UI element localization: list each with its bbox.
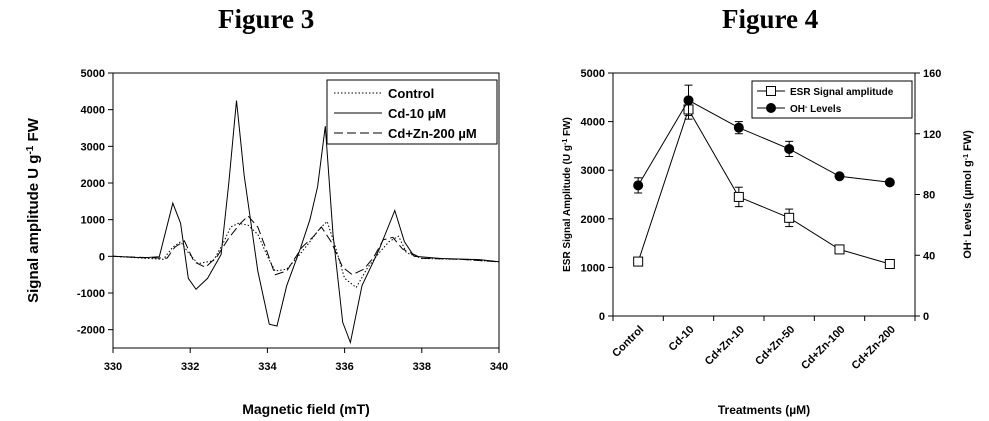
fig4-x-tick-label: Cd+Zn-10 — [703, 324, 747, 368]
fig4-x-axis-label: Treatments (µM) — [718, 403, 810, 417]
fig3-y-tick-label: 4000 — [81, 105, 105, 117]
fig4-esr-point — [733, 191, 744, 202]
fig4-left-y-tick-label: 3000 — [581, 165, 605, 177]
fig4-esr-point — [834, 244, 845, 255]
fig4-left-y-tick-label: 5000 — [581, 68, 605, 80]
fig4-right-y-tick-label: 160 — [923, 68, 941, 80]
fig3-x-tick-label: 336 — [335, 361, 353, 373]
fig4-legend-label: ESR Signal amplitude — [790, 87, 894, 98]
fig3-legend-label: Cd-10 µM — [388, 106, 446, 121]
fig4-x-tick-label: Cd+Zn-50 — [753, 324, 797, 368]
fig3-y-tick-label: 2000 — [81, 178, 105, 190]
fig3-series-line-0 — [112, 220, 500, 289]
fig4-oh-point — [784, 143, 795, 154]
fig4-x-tick-label: Cd+Zn-100 — [799, 324, 847, 372]
fig3-x-tick-label: 332 — [181, 361, 199, 373]
fig3-y-axis-label: Signal amplitude U g-1 FW — [25, 117, 43, 303]
fig4-x-tick-label: Cd+Zn-200 — [849, 324, 897, 372]
fig4-left-y-tick-label: 1000 — [581, 262, 605, 274]
fig4-legend-label: OH- Levels — [790, 104, 842, 116]
fig4-left-y-tick-label: 2000 — [581, 214, 605, 226]
figure4-title: Figure 4 — [722, 4, 819, 34]
fig3-y-tick-label: 1000 — [81, 215, 105, 227]
fig3-y-tick-label: -1000 — [77, 288, 105, 300]
fig4-oh-point — [884, 177, 895, 188]
fig3-series-line-1 — [112, 100, 500, 345]
fig4-legend-box — [751, 80, 913, 119]
fig3-y-tick-label: 3000 — [81, 141, 105, 153]
fig3-legend-label: Control — [388, 86, 434, 101]
fig4-esr-point — [633, 256, 644, 267]
fig4-esr-point — [784, 212, 795, 223]
fig4-left-y-tick-label: 0 — [599, 311, 605, 323]
fig4-esr-point — [884, 258, 895, 269]
fig4-oh-point — [683, 95, 694, 106]
fig3-x-tick-label: 338 — [413, 361, 431, 373]
fig4-legend-square-marker — [766, 86, 776, 96]
fig3-y-tick-label: -2000 — [77, 325, 105, 337]
fig3-y-tick-label: 5000 — [81, 68, 105, 80]
fig4-series-line-0 — [637, 108, 890, 265]
fig3-x-tick-label: 330 — [104, 361, 122, 373]
figure3-title: Figure 3 — [218, 4, 315, 34]
fig4-right-y-tick-label: 0 — [923, 311, 929, 323]
fig4-oh-point — [733, 122, 744, 133]
fig4-x-tick-label: Control — [610, 324, 646, 360]
fig4-legend-circle-marker — [766, 103, 776, 113]
fig3-y-tick-label: 0 — [99, 251, 105, 263]
fig3-legend-label: Cd+Zn-200 µM — [388, 126, 477, 141]
fig4-right-y-tick-label: 80 — [923, 190, 935, 202]
fig3-x-tick-label: 334 — [258, 361, 277, 373]
fig3-x-tick-label: 340 — [490, 361, 508, 373]
fig4-oh-point — [834, 171, 845, 182]
fig3-plot-frame — [112, 72, 500, 349]
fig4-left-y-tick-label: 4000 — [581, 117, 605, 129]
fig4-oh-point — [633, 180, 644, 191]
fig4-x-tick-label: Cd-10 — [667, 324, 697, 354]
fig4-right-y-tick-label: 120 — [923, 129, 941, 141]
fig3-series-line-2 — [112, 215, 500, 276]
fig4-left-y-axis-label: ESR Signal Amplitude (U g-1 FW) — [562, 117, 574, 272]
fig3-x-axis-label: Magnetic field (mT) — [242, 401, 370, 417]
fig4-series-line-1 — [637, 99, 890, 186]
fig4-right-y-axis-label: OH- Levels (µmol g-1 FW) — [962, 130, 974, 259]
fig4-right-y-tick-label: 40 — [923, 250, 935, 262]
